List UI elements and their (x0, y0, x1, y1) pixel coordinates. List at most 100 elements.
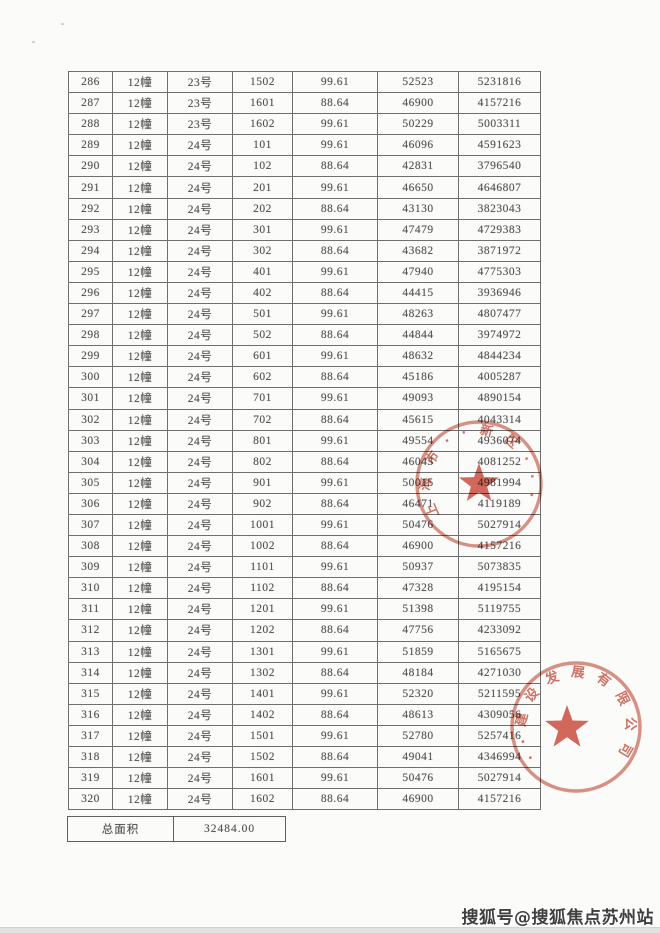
table-cell: 99.61 (292, 345, 378, 368)
table-cell: 44844 (377, 324, 459, 347)
table-cell: 44415 (377, 281, 459, 305)
table-cell: 1001 (232, 513, 293, 537)
table-cell: 24号 (167, 260, 233, 283)
table-cell: 24号 (167, 450, 233, 473)
table-cell: 1302 (232, 661, 293, 684)
table-cell: 48263 (377, 303, 459, 326)
table-cell: 12幢 (112, 724, 168, 748)
table-cell: 303 (68, 429, 113, 452)
table-cell: 5027914 (458, 767, 541, 790)
table-row: 305 12幢 24号 901 99.61 50015 4981994 (68, 471, 541, 494)
table-cell: 1101 (232, 556, 293, 579)
table-cell: 1602 (232, 113, 293, 136)
table-row: 317 12幢 24号 1501 99.61 52780 5257416 (68, 724, 541, 748)
table-cell: 4119189 (458, 492, 541, 515)
table-cell: 3974972 (458, 324, 541, 347)
table-cell: 50229 (377, 113, 459, 136)
table-row: 311 12幢 24号 1201 99.61 51398 5119755 (68, 598, 541, 621)
table-cell: 24号 (167, 471, 233, 494)
table-cell: 99.61 (292, 70, 378, 94)
table-cell: 4981994 (458, 471, 541, 494)
table-cell: 88.64 (292, 324, 378, 347)
table-cell: 4195154 (458, 577, 541, 600)
table-cell: 318 (68, 745, 113, 769)
price-list-table-body: 286 12幢 23号 1502 99.61 52523 5231816 287 12幢 23号 1… (68, 70, 541, 811)
table-cell: 902 (232, 492, 293, 515)
table-cell: 88.64 (292, 492, 378, 515)
table-cell: 1501 (232, 724, 293, 748)
table-cell: 4890154 (458, 387, 541, 410)
table-cell: 12幢 (112, 788, 168, 811)
table-cell: 5257416 (458, 724, 541, 748)
table-cell: 24号 (167, 661, 233, 684)
table-cell: 24号 (167, 556, 233, 579)
table-cell: 4005287 (458, 366, 541, 389)
table-cell: 4646807 (458, 176, 541, 199)
table-cell: 314 (68, 661, 113, 684)
table-row: 304 12幢 24号 802 88.64 46043 4081252 (68, 450, 541, 473)
table-row: 310 12幢 24号 1102 88.64 47328 4195154 (68, 577, 541, 600)
table-cell: 99.61 (292, 176, 378, 199)
table-cell: 12幢 (112, 366, 168, 389)
table-cell: 801 (232, 429, 293, 452)
table-cell: 401 (232, 260, 293, 283)
table-cell: 24号 (167, 745, 233, 769)
table-row: 289 12幢 24号 101 99.61 46096 4591623 (68, 134, 541, 157)
table-cell: 502 (232, 324, 293, 347)
table-cell: 297 (68, 303, 113, 326)
table-cell: 99.61 (292, 429, 378, 452)
table-cell: 5119755 (458, 598, 541, 621)
table-cell: 315 (68, 682, 113, 705)
table-cell: 43682 (377, 239, 459, 262)
table-cell: 4233092 (458, 619, 541, 642)
table-cell: 1502 (232, 70, 293, 94)
table-row: 312 12幢 24号 1202 88.64 47756 4233092 (68, 619, 541, 642)
table-cell: 12幢 (112, 303, 168, 326)
table-cell: 3936946 (458, 281, 541, 305)
table-cell: 24号 (167, 577, 233, 600)
table-cell: 23号 (167, 70, 233, 94)
table-cell: 12幢 (112, 155, 168, 178)
table-cell: 309 (68, 556, 113, 579)
table-cell: 88.64 (292, 281, 378, 305)
table-cell: 12幢 (112, 281, 168, 305)
table-cell: 24号 (167, 197, 233, 220)
table-cell: 305 (68, 471, 113, 494)
table-cell: 12幢 (112, 176, 168, 199)
table-cell: 12幢 (112, 218, 168, 241)
table-cell: 88.64 (292, 450, 378, 473)
table-row: 297 12幢 24号 501 99.61 48263 4807477 (68, 303, 541, 326)
table-cell: 24号 (167, 387, 233, 410)
table-cell: 304 (68, 450, 113, 473)
table-cell: 24号 (167, 535, 233, 558)
table-cell: 24号 (167, 324, 233, 347)
table-cell: 24号 (167, 176, 233, 199)
table-row: 295 12幢 24号 401 99.61 47940 4775303 (68, 260, 541, 283)
page-edge (0, 927, 660, 933)
table-cell: 46043 (377, 450, 459, 473)
table-cell: 12幢 (112, 640, 168, 663)
table-cell: 12幢 (112, 70, 168, 94)
table-cell: 50015 (377, 471, 459, 494)
table-cell: 24号 (167, 239, 233, 262)
table-cell: 88.64 (292, 197, 378, 220)
table-cell: 46900 (377, 92, 459, 115)
table-cell: 202 (232, 197, 293, 220)
table-cell: 51859 (377, 640, 459, 663)
table-cell: 24号 (167, 767, 233, 790)
table-cell: 51398 (377, 598, 459, 621)
table-cell: 320 (68, 788, 113, 811)
table-cell: 901 (232, 471, 293, 494)
table-cell: 24号 (167, 788, 233, 811)
table-cell: 24号 (167, 218, 233, 241)
table-cell: 1601 (232, 92, 293, 115)
table-cell: 300 (68, 366, 113, 389)
table-cell: 24号 (167, 724, 233, 748)
table-cell: 288 (68, 113, 113, 136)
table-cell: 5165675 (458, 640, 541, 663)
price-list-table: 286 12幢 23号 1502 99.61 52523 5231816 287 12幢 23号 1… (68, 70, 541, 811)
table-row: 315 12幢 24号 1401 99.61 52320 5211595 (68, 682, 541, 705)
table-cell: 46900 (377, 535, 459, 558)
table-cell: 88.64 (292, 535, 378, 558)
table-cell: 4157216 (458, 535, 541, 558)
